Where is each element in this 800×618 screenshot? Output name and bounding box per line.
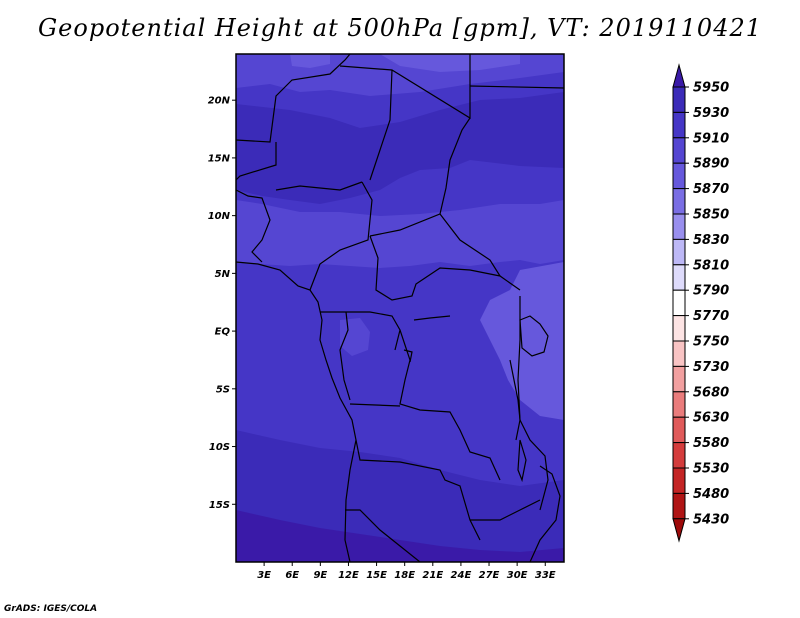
colorbar-top-arrow <box>672 63 686 88</box>
border-line <box>349 403 401 407</box>
lat-tick-label: 5S <box>216 384 230 395</box>
colorbar-label: 5750 <box>693 335 729 350</box>
lon-tick-label: 15E <box>366 570 387 581</box>
river-line <box>403 349 413 363</box>
lon-tick-label: 24E <box>451 570 472 581</box>
lat-tick-label: 5N <box>215 269 231 280</box>
lat-tick-label: 10S <box>209 442 230 453</box>
border-line <box>309 181 373 291</box>
river-line <box>413 315 451 321</box>
field-band-5930-south <box>236 510 564 562</box>
border-line <box>320 311 401 351</box>
border-line <box>339 311 351 401</box>
border-line <box>517 296 549 511</box>
colorbar-segment <box>672 492 686 520</box>
lon-tick-label: 27E <box>479 570 500 581</box>
field-band-5850-northeast <box>380 54 520 72</box>
lon-tick-label: 33E <box>535 570 556 581</box>
field-band-5910-north <box>236 92 564 204</box>
lake-outline <box>517 439 527 483</box>
map-boundaries <box>236 54 564 562</box>
colorbar-label: 5870 <box>693 182 729 197</box>
lat-tick-label: 15S <box>209 500 230 511</box>
border-line <box>236 189 271 263</box>
lat-tick-label: 15N <box>208 153 231 164</box>
border-line <box>399 329 501 481</box>
colorbar-segment <box>672 264 686 291</box>
plot-frame <box>235 53 565 563</box>
colorbar-label: 5770 <box>693 309 729 324</box>
border-line <box>439 117 471 215</box>
lon-tick-label: 12E <box>338 570 359 581</box>
lat-tick-label: 20N <box>208 96 231 107</box>
colorbar-label: 5810 <box>693 258 729 273</box>
border-line <box>355 439 481 541</box>
latitude-axis: 20N 15N 10N 5N EQ 5S 10S 15S <box>208 96 236 511</box>
colorbar-label: 5830 <box>693 233 729 248</box>
colorbar-segment <box>672 416 686 444</box>
colorbar-segment <box>672 289 686 317</box>
colorbar-segment <box>672 442 686 469</box>
coastline <box>236 261 357 562</box>
colorbar-label: 5430 <box>693 512 729 527</box>
colorbar-label: 5850 <box>693 208 729 223</box>
colorbar-segment <box>672 86 686 113</box>
colorbar-segment <box>672 340 686 367</box>
colorbar-label: 5790 <box>693 284 729 299</box>
border-line <box>345 509 421 562</box>
colorbar-label: 5480 <box>693 487 729 502</box>
colorbar-segment <box>672 213 686 240</box>
colorbar-label: 5580 <box>693 436 729 451</box>
colorbar-segment <box>672 111 686 139</box>
colorbar-label: 5680 <box>693 385 729 400</box>
border-line <box>236 142 277 181</box>
lon-tick-label: 30E <box>507 570 528 581</box>
colorbar-segment <box>672 162 686 190</box>
colorbar-segment <box>672 137 686 164</box>
colorbar-segment <box>672 188 686 215</box>
colorbar-label: 5890 <box>693 157 729 172</box>
map-title: Geopotential Height at 500hPa [gpm], VT:… <box>38 14 762 42</box>
border-line <box>236 54 351 143</box>
border-line <box>369 213 501 277</box>
colorbar-segment <box>672 238 686 266</box>
longitude-axis: 3E 6E 9E 12E 15E 18E 21E 24E 27E 30E 33E <box>257 562 556 581</box>
colorbar-bottom-arrow <box>672 518 686 543</box>
border-line <box>469 85 564 89</box>
lon-tick-label: 9E <box>313 570 327 581</box>
colorbar-label: 5630 <box>693 411 729 426</box>
colorbar-label: 5910 <box>693 131 729 146</box>
lon-tick-label: 3E <box>257 570 271 581</box>
field-band-5850-north <box>290 54 330 68</box>
lon-tick-label: 21E <box>422 570 443 581</box>
lake-outline <box>509 359 521 441</box>
colorbar-label: 5530 <box>693 462 729 477</box>
colorbar-segment <box>672 315 686 342</box>
border-line <box>369 69 393 181</box>
colorbar-segment <box>672 467 686 494</box>
lat-tick-label: 10N <box>208 211 231 222</box>
colorbar-label: 5930 <box>693 106 729 121</box>
colorbar-label: 5730 <box>693 360 729 375</box>
height-field <box>236 54 564 562</box>
border-line <box>369 235 521 301</box>
lon-tick-label: 18E <box>394 570 415 581</box>
colorbar-label: 5950 <box>693 81 729 96</box>
coastline <box>529 465 561 562</box>
border-line <box>275 181 363 191</box>
colorbar: 5950 5930 5910 5890 5870 5850 5830 5810 5790 5770… <box>672 63 729 543</box>
border-line <box>470 499 541 521</box>
field-band-5890-mid <box>236 200 564 268</box>
lake-outline <box>519 315 549 357</box>
footer-credit: GrADS: IGES/COLA <box>4 604 98 614</box>
lat-tick-label: EQ <box>215 327 231 338</box>
lon-tick-label: 6E <box>285 570 299 581</box>
colorbar-segment <box>672 391 686 418</box>
colorbar-segment <box>672 365 686 393</box>
